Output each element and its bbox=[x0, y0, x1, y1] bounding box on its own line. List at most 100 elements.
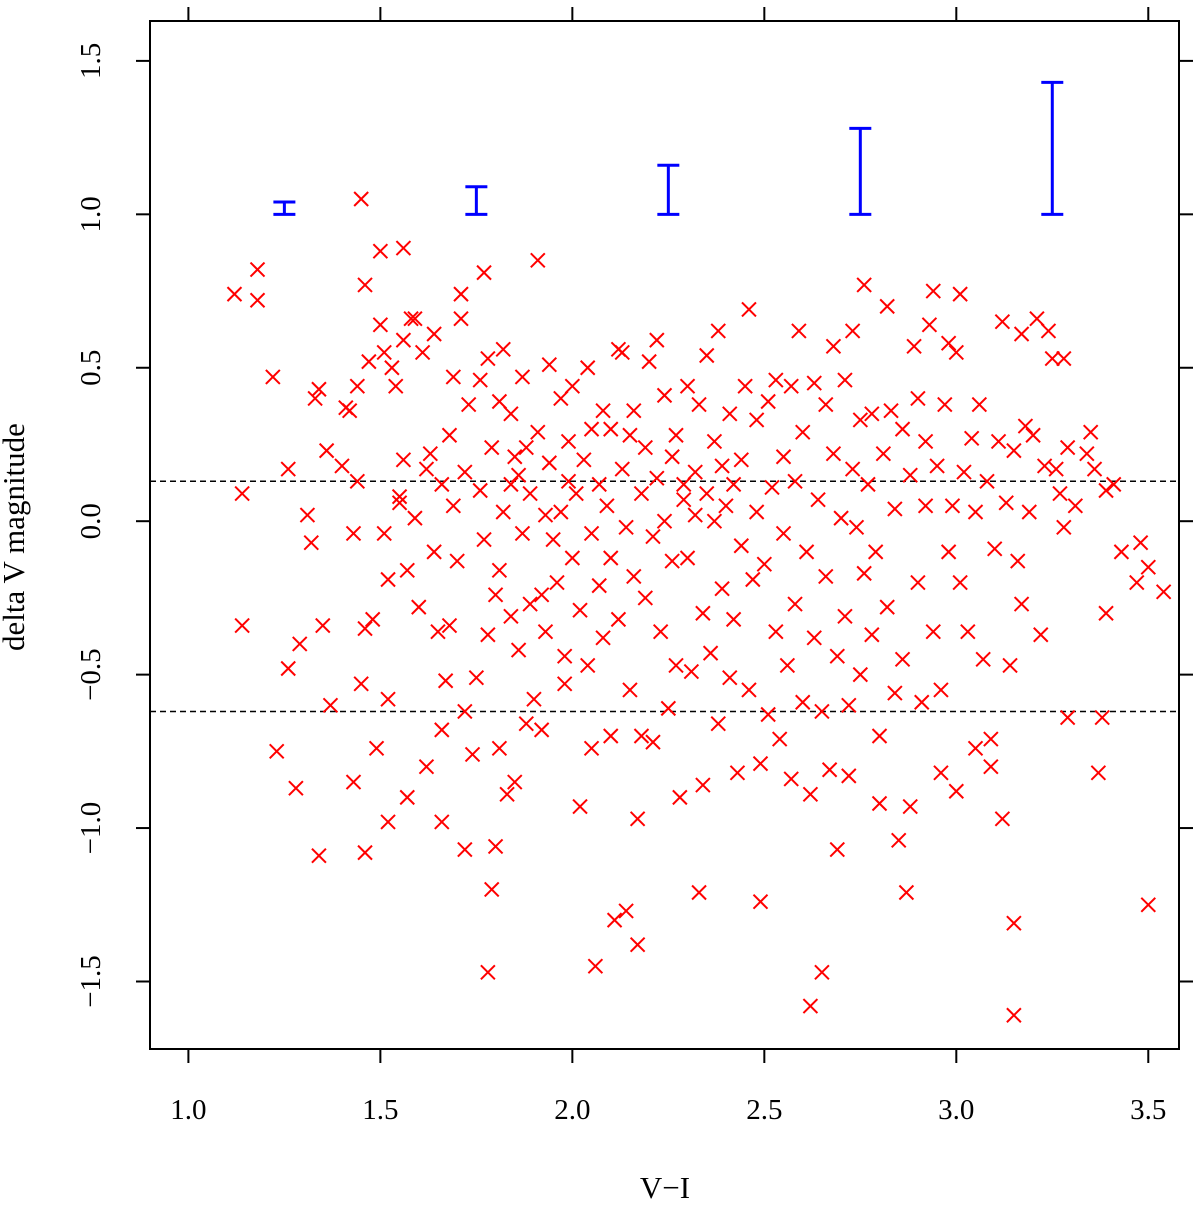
data-point bbox=[668, 427, 684, 443]
data-point bbox=[695, 777, 711, 793]
data-point bbox=[983, 758, 999, 775]
data-point bbox=[771, 731, 788, 747]
data-point bbox=[468, 669, 485, 686]
data-point bbox=[364, 611, 381, 628]
data-point bbox=[610, 611, 627, 628]
data-point bbox=[1048, 461, 1064, 477]
data-point bbox=[944, 498, 961, 514]
error-bar bbox=[849, 126, 872, 216]
data-point bbox=[649, 332, 665, 348]
data-point bbox=[722, 406, 738, 422]
data-point bbox=[679, 378, 696, 394]
data-point bbox=[818, 396, 834, 413]
data-point bbox=[268, 743, 285, 760]
data-point bbox=[1113, 544, 1130, 560]
x-axis-title: V−I bbox=[640, 1170, 690, 1205]
data-point bbox=[825, 338, 842, 354]
data-point bbox=[687, 507, 703, 523]
data-point bbox=[1056, 350, 1072, 367]
data-point bbox=[495, 504, 511, 520]
data-point bbox=[783, 378, 799, 394]
data-point bbox=[737, 378, 753, 394]
data-point bbox=[810, 492, 826, 508]
data-point bbox=[1094, 709, 1110, 726]
data-point bbox=[1067, 498, 1084, 514]
data-point bbox=[679, 550, 696, 566]
data-point bbox=[986, 541, 1003, 557]
data-point bbox=[906, 338, 922, 354]
data-point bbox=[576, 452, 592, 468]
data-point bbox=[725, 476, 742, 493]
data-point bbox=[418, 461, 435, 477]
data-point bbox=[407, 510, 423, 526]
data-point bbox=[445, 498, 462, 514]
data-point bbox=[376, 344, 392, 361]
data-point bbox=[841, 697, 857, 714]
data-point bbox=[349, 378, 366, 394]
data-point bbox=[948, 344, 965, 361]
data-point bbox=[852, 666, 869, 683]
data-point bbox=[691, 884, 707, 901]
data-point bbox=[775, 449, 792, 465]
data-point bbox=[441, 617, 458, 634]
data-point bbox=[887, 501, 903, 517]
data-point bbox=[491, 562, 508, 578]
data-point bbox=[714, 458, 730, 474]
data-point bbox=[403, 310, 419, 327]
data-point bbox=[449, 553, 465, 569]
data-point bbox=[783, 771, 799, 787]
data-point bbox=[480, 350, 496, 367]
data-point bbox=[530, 252, 546, 269]
data-point bbox=[280, 660, 296, 677]
data-point bbox=[910, 390, 926, 407]
data-point bbox=[733, 538, 749, 554]
data-point bbox=[614, 344, 630, 361]
data-point bbox=[572, 602, 588, 618]
data-point bbox=[315, 617, 331, 634]
error-bars bbox=[273, 80, 1064, 216]
data-point bbox=[280, 461, 296, 477]
data-point bbox=[748, 504, 765, 520]
data-point bbox=[583, 525, 600, 542]
data-point bbox=[526, 691, 542, 707]
data-point bbox=[626, 403, 642, 419]
data-point bbox=[553, 504, 569, 520]
data-point bbox=[545, 531, 561, 548]
data-point bbox=[453, 286, 469, 302]
data-point bbox=[1106, 476, 1122, 493]
data-point bbox=[514, 369, 531, 385]
data-point bbox=[1090, 765, 1107, 781]
data-point bbox=[741, 682, 757, 698]
data-point bbox=[549, 574, 565, 591]
data-point bbox=[637, 439, 654, 456]
data-point bbox=[553, 390, 569, 407]
data-point bbox=[998, 495, 1014, 511]
data-point bbox=[395, 332, 412, 348]
data-point bbox=[699, 347, 715, 364]
data-point bbox=[1052, 485, 1068, 502]
data-point bbox=[533, 587, 550, 603]
data-point bbox=[595, 403, 611, 419]
data-point bbox=[388, 378, 404, 394]
data-point bbox=[898, 884, 915, 901]
data-point bbox=[871, 728, 888, 744]
data-point bbox=[718, 498, 734, 514]
data-point bbox=[833, 510, 849, 526]
data-point bbox=[887, 685, 903, 701]
data-point bbox=[702, 645, 719, 661]
data-point bbox=[1129, 574, 1145, 591]
error-bar bbox=[657, 163, 680, 216]
data-point bbox=[1098, 482, 1114, 499]
data-point bbox=[656, 387, 673, 404]
y-tick-label: −1.5 bbox=[75, 955, 107, 1008]
data-point bbox=[530, 424, 546, 440]
data-point bbox=[641, 353, 657, 370]
data-point bbox=[583, 421, 600, 437]
data-point bbox=[399, 789, 415, 806]
data-point bbox=[894, 421, 911, 437]
data-point bbox=[748, 412, 765, 428]
data-point bbox=[1140, 559, 1156, 575]
data-point bbox=[434, 476, 450, 493]
data-point bbox=[491, 740, 508, 756]
data-point bbox=[706, 513, 723, 529]
